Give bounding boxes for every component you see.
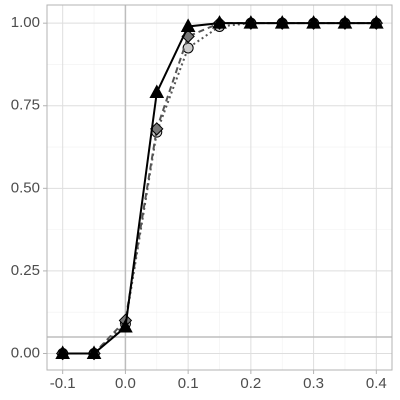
x-tick-label: 0.3 bbox=[303, 375, 324, 392]
point bbox=[149, 84, 165, 99]
x-tick-label: 0.2 bbox=[240, 375, 261, 392]
point bbox=[180, 18, 196, 32]
point bbox=[306, 15, 321, 29]
panel-border bbox=[46, 4, 393, 371]
point bbox=[86, 345, 102, 359]
point bbox=[274, 15, 290, 29]
x-tick-label: 0.0 bbox=[115, 375, 136, 392]
point bbox=[368, 15, 384, 29]
point bbox=[212, 15, 227, 29]
x-tick-label: -0.1 bbox=[50, 375, 76, 392]
point bbox=[182, 42, 194, 54]
x-tick-label: 0.4 bbox=[366, 375, 387, 392]
y-tick-label: 1.00 bbox=[11, 14, 40, 31]
point bbox=[243, 15, 259, 29]
y-tick-label: 0.00 bbox=[11, 344, 40, 361]
y-tick-label: 0.50 bbox=[11, 179, 40, 196]
point bbox=[55, 345, 71, 359]
x-tick-label: 0.1 bbox=[178, 375, 199, 392]
y-tick-label: 0.25 bbox=[11, 262, 40, 279]
point bbox=[337, 15, 353, 29]
y-tick-label: 0.75 bbox=[11, 97, 40, 114]
point bbox=[118, 319, 133, 333]
